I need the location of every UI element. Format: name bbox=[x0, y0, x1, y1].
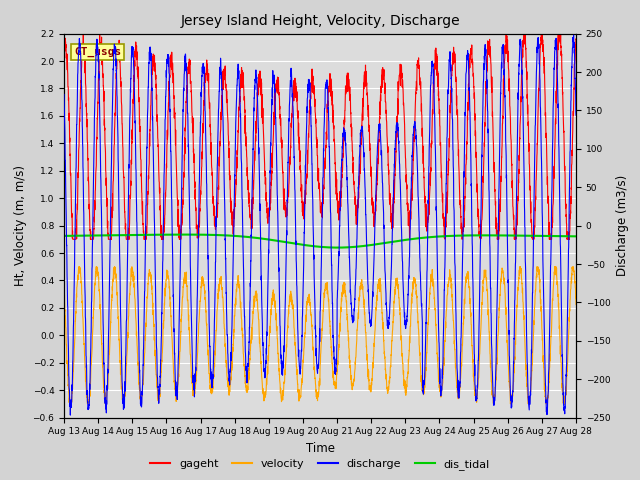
Legend: gageht, velocity, discharge, dis_tidal: gageht, velocity, discharge, dis_tidal bbox=[146, 455, 494, 474]
Y-axis label: Discharge (m3/s): Discharge (m3/s) bbox=[616, 175, 629, 276]
Text: GT_usgs: GT_usgs bbox=[74, 47, 122, 57]
Title: Jersey Island Height, Velocity, Discharge: Jersey Island Height, Velocity, Discharg… bbox=[180, 14, 460, 28]
X-axis label: Time: Time bbox=[305, 442, 335, 455]
Y-axis label: Ht, Velocity (m, m/s): Ht, Velocity (m, m/s) bbox=[14, 165, 27, 286]
